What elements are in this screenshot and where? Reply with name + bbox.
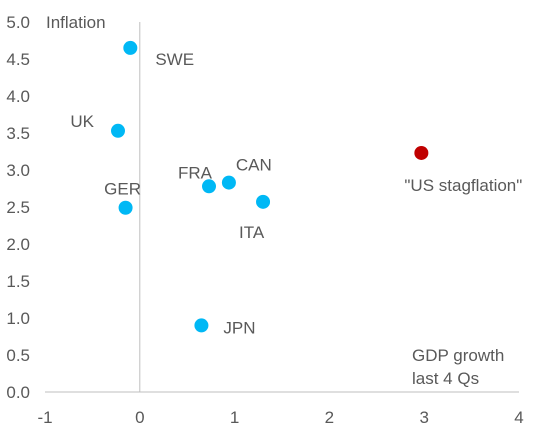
- y-tick-label: 3.0: [6, 161, 30, 180]
- y-tick-label: 3.5: [6, 124, 30, 143]
- point-label: UK: [70, 112, 94, 131]
- axes-layer: [45, 22, 519, 393]
- x-axis-title-line-2: last 4 Qs: [412, 369, 479, 388]
- scatter-point: [123, 40, 138, 55]
- y-tick-label: 1.5: [6, 272, 30, 291]
- x-tick-label: 1: [230, 408, 239, 427]
- point-label: "US stagflation": [404, 176, 522, 195]
- scatter-point: [118, 200, 133, 215]
- y-tick-label: 0.0: [6, 383, 30, 402]
- x-tick-label: 4: [514, 408, 523, 427]
- y-tick-label: 4.5: [6, 50, 30, 69]
- points-layer: [110, 40, 429, 333]
- y-tick-label: 1.0: [6, 309, 30, 328]
- x-axis-title-line-1: GDP growth: [412, 346, 504, 365]
- point-label: JPN: [223, 318, 255, 337]
- x-tick-label: 2: [325, 408, 334, 427]
- point-label: FRA: [178, 163, 213, 182]
- x-tick-label: 0: [135, 408, 144, 427]
- y-tick-label: 2.5: [6, 198, 30, 217]
- x-tick-label: -1: [37, 408, 52, 427]
- scatter-point: [221, 175, 236, 190]
- y-tick-label: 2.0: [6, 235, 30, 254]
- ticks-layer: 0.0 0.5 1.0 1.5 2.0 2.5 3.0 3.5 4.0 4.5 5.0 -1 0 1 2 3 4: [6, 13, 523, 427]
- scatter-point: [414, 145, 429, 160]
- x-tick-label: 3: [419, 408, 428, 427]
- y-axis-title: Inflation: [46, 13, 106, 32]
- point-label: CAN: [236, 156, 272, 175]
- y-tick-label: 4.0: [6, 87, 30, 106]
- scatter-point: [202, 179, 217, 194]
- labels-layer: SWE UK GER FRA CAN ITA JPN "US stagflation": [70, 50, 522, 337]
- y-tick-label: 0.5: [6, 346, 30, 365]
- scatter-point: [110, 123, 125, 138]
- point-label: SWE: [155, 50, 194, 69]
- y-tick-label: 5.0: [6, 13, 30, 32]
- scatter-point: [194, 318, 209, 333]
- point-label: ITA: [239, 223, 265, 242]
- point-label: GER: [104, 180, 141, 199]
- scatter-point: [256, 194, 271, 209]
